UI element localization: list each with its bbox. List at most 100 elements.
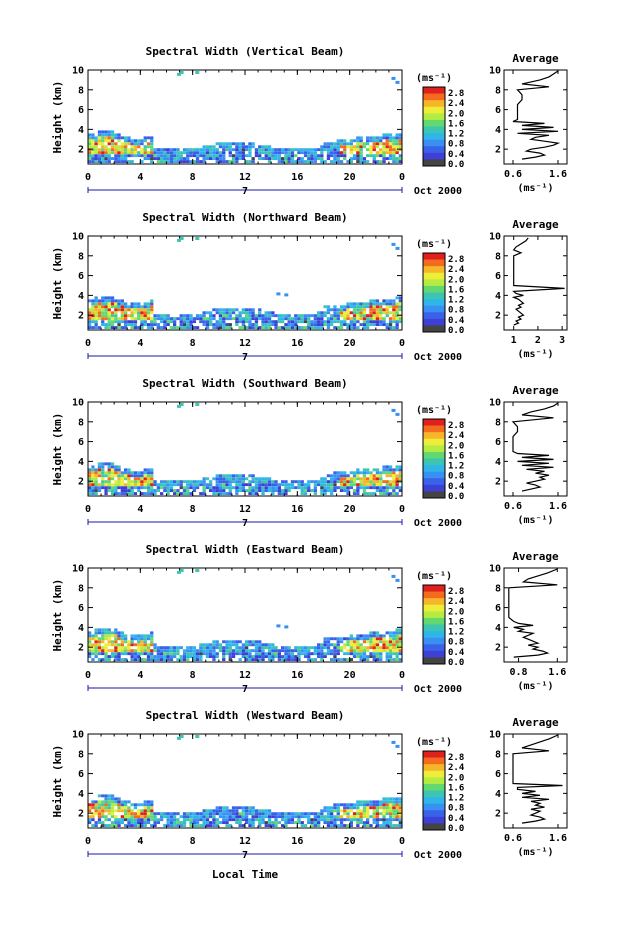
heatmap-cell [369, 634, 373, 638]
heatmap-cell [274, 646, 278, 650]
heatmap-cell [398, 154, 402, 158]
heatmap-cell [369, 302, 373, 306]
colorbar-tick-label: 2.4 [448, 597, 465, 607]
heatmap-cell [199, 649, 203, 653]
heatmap-cell [258, 655, 262, 658]
heatmap-cell [297, 148, 301, 152]
heatmap-cell [241, 311, 245, 315]
heatmap-cell [271, 480, 275, 484]
heatmap-cell [362, 320, 367, 324]
colorbar-swatch [423, 624, 445, 632]
x-tick-label: 0 [399, 338, 405, 349]
heatmap-cell [195, 151, 200, 155]
heatmap-cell [143, 302, 147, 306]
heatmap-cell [202, 483, 206, 487]
heatmap-cell [146, 646, 151, 650]
y-tick-label: 10 [72, 232, 84, 243]
heatmap-cell [267, 652, 272, 656]
heatmap-cells [88, 403, 402, 495]
heatmap-cell [235, 308, 239, 312]
heatmap-cell [166, 658, 170, 661]
heatmap-cell [366, 314, 370, 318]
heatmap-cell [186, 649, 190, 653]
heatmap-cell [385, 658, 389, 661]
heatmap-cell [290, 652, 295, 656]
heatmap-cell [110, 812, 115, 816]
heatmap-cell [320, 157, 324, 160]
heatmap-cell [110, 145, 115, 149]
heatmap-cell [281, 818, 285, 822]
heatmap-cell [114, 317, 118, 321]
heatmap-cell [133, 148, 138, 152]
heatmap-cell [323, 314, 327, 318]
heatmap-cell [160, 486, 164, 490]
colorbar-tick-label: 0.4 [448, 648, 465, 658]
colorbar-swatch [423, 146, 445, 154]
heatmap-cell [372, 305, 376, 309]
heatmap-cell [366, 492, 370, 495]
heatmap-cell [248, 824, 252, 827]
heatmap-cell [94, 655, 98, 658]
heatmap-cell [127, 468, 131, 472]
heatmap-cell [372, 157, 376, 160]
heatmap-cell [323, 480, 327, 484]
heatmap-cell [382, 308, 386, 312]
profile-x-tick-label: 3 [559, 335, 565, 346]
heatmap-cell [130, 302, 134, 306]
x-tick-label: 0 [85, 338, 91, 349]
heatmap-cell [97, 489, 102, 492]
heatmap-cell [395, 818, 399, 822]
heatmap-cell [356, 314, 360, 318]
heatmap-cell [88, 649, 92, 653]
heatmap-cell [94, 489, 98, 492]
heatmap-cell [228, 326, 232, 329]
heatmap-cell [379, 477, 383, 481]
heatmap-cell [287, 317, 291, 321]
heatmap-cell [356, 649, 360, 653]
heatmap-cell [101, 142, 105, 146]
heatmap-cell [127, 136, 131, 140]
heatmap-cell [91, 803, 95, 807]
heatmap-cell [195, 403, 200, 406]
heatmap-cell [398, 317, 402, 321]
heatmap-cell [205, 652, 210, 656]
heatmap-cell [388, 634, 393, 638]
heatmap-cell [333, 326, 337, 329]
heatmap-cell [245, 160, 249, 163]
heatmap-cell [150, 474, 154, 478]
heatmap-cell [392, 486, 396, 490]
heatmap-cell [398, 809, 402, 813]
colorbar-tick-label: 0.0 [448, 326, 464, 336]
heatmap-cell [395, 142, 399, 146]
heatmap-cell [186, 326, 190, 329]
heatmap-cell [127, 809, 131, 813]
heatmap-cell [369, 640, 373, 644]
heatmap-cell [372, 317, 376, 321]
heatmap-cell [110, 133, 115, 137]
heatmap-cell [258, 483, 262, 487]
heatmap-cell [104, 803, 108, 807]
heatmap-cell [114, 821, 118, 824]
heatmap-cell [375, 160, 380, 163]
heatmap-cell [173, 320, 177, 324]
heatmap-cell [395, 806, 399, 810]
heatmap-cell [382, 299, 386, 303]
colorbar-frame [422, 418, 446, 499]
heatmap-cell [202, 821, 206, 824]
heatmap-cell [130, 320, 134, 324]
heatmap-cell [392, 640, 396, 644]
heatmap-cell [146, 326, 151, 329]
heatmap-cell [343, 317, 347, 321]
heatmap-cell [245, 314, 249, 318]
heatmap-cell [189, 824, 193, 827]
heatmap-cell [359, 136, 363, 140]
heatmap-cell [369, 317, 373, 321]
heatmap-cell [199, 480, 203, 484]
heatmap-cell [320, 815, 324, 819]
heatmap-cell [254, 652, 259, 656]
heatmap-cell [228, 489, 232, 492]
heatmap-cell [395, 468, 399, 472]
heatmap-cell [160, 812, 164, 816]
heatmap-cell [97, 803, 102, 807]
heatmap-cell [359, 809, 363, 813]
